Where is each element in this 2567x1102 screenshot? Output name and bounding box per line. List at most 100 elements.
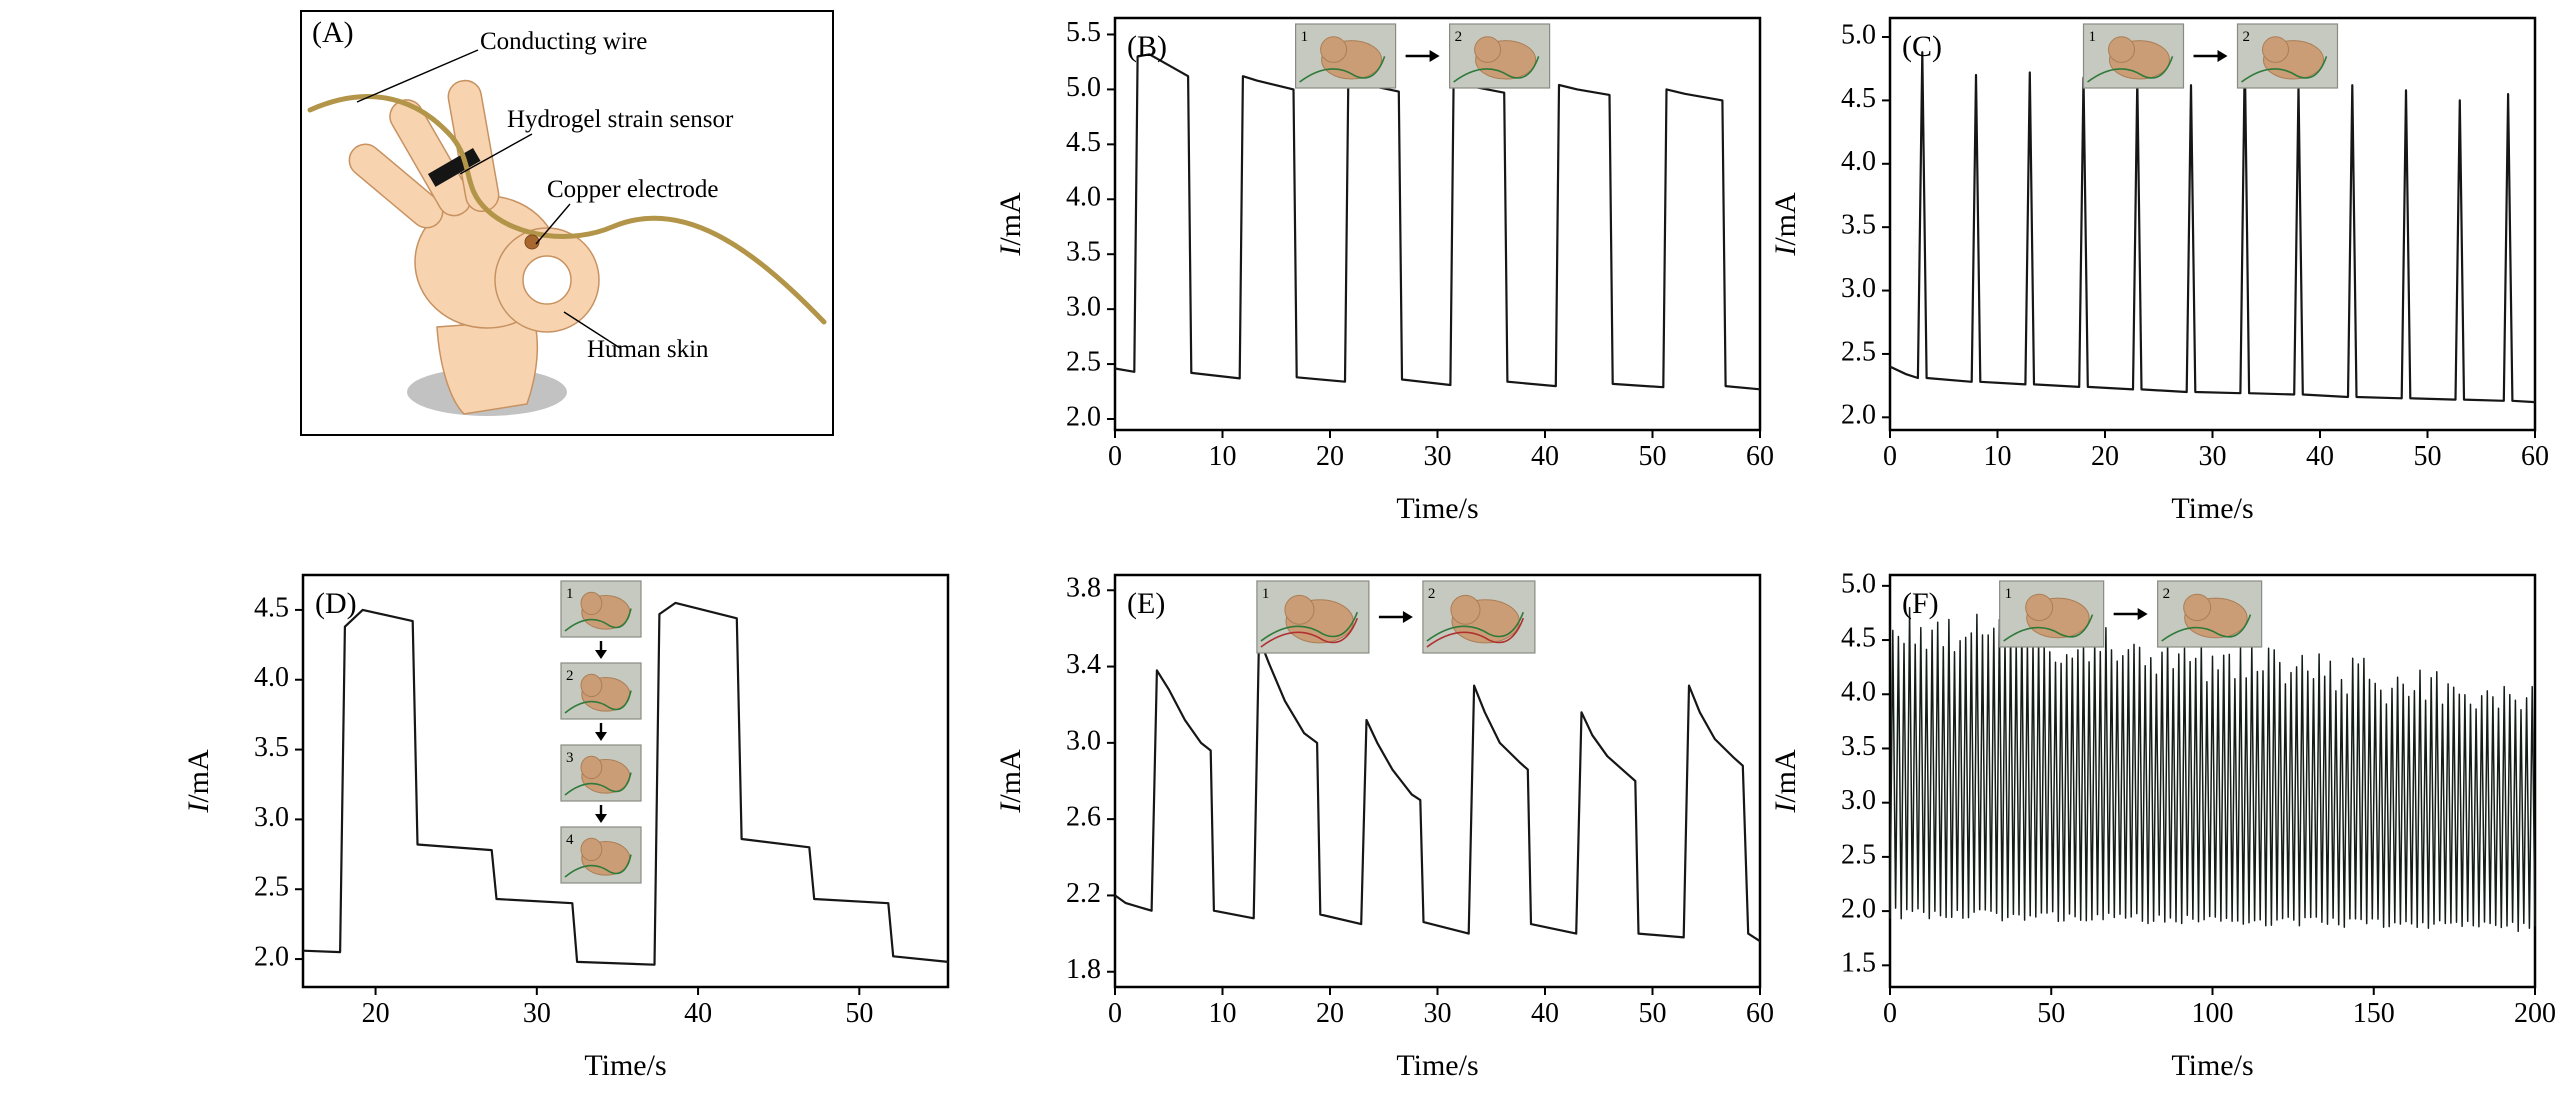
hand-schematic-illustration: [307, 49, 827, 416]
annotation-human-skin: Human skin: [587, 336, 709, 363]
panel-label: (F): [1902, 587, 1939, 620]
photo-wire-shape: [1260, 617, 1359, 648]
leader-copper-electrode: [535, 203, 571, 245]
annotation-hydrogel-sensor: Hydrogel strain sensor: [507, 106, 734, 133]
plot-frame: [301, 573, 950, 989]
y-tick-label: 2.5: [1841, 839, 1876, 870]
y-tick-label: 4.0: [1841, 677, 1876, 708]
arrow-down-head: [595, 814, 607, 823]
y-tick-label: 1.8: [1066, 954, 1101, 985]
y-tick-label: 2.2: [1066, 878, 1101, 909]
y-tick-label: 5.0: [1841, 568, 1876, 599]
x-tick-label: 60: [2521, 441, 2549, 472]
inset-photo-sequence: 1 2 3 4: [560, 580, 642, 884]
y-tick-label: 3.5: [254, 732, 289, 763]
x-tick-label: 50: [1639, 998, 1667, 1029]
x-tick-label: 50: [845, 998, 873, 1029]
x-tick-label: 60: [1746, 441, 1774, 472]
photo-wire-shape: [564, 690, 632, 714]
ok-ring-outline: [494, 227, 600, 333]
panel-label: (C): [1902, 30, 1942, 63]
x-tick-label: 50: [2037, 998, 2065, 1029]
photo-finger-shape: [1474, 36, 1502, 63]
x-tick-label: 0: [1883, 441, 1897, 472]
inset-photo-number: 2: [1455, 29, 1463, 45]
inset-photo-number: 4: [566, 832, 574, 848]
x-tick-label: 0: [1108, 998, 1122, 1029]
photo-wire-shape: [1426, 617, 1525, 648]
x-axis-label: Time/s: [1396, 492, 1478, 525]
y-tick-label: 3.0: [1066, 292, 1101, 323]
y-tick-label: 3.5: [1841, 210, 1876, 241]
x-tick-label: 0: [1108, 441, 1122, 472]
y-tick-label: 3.8: [1066, 573, 1101, 604]
axes: 0 10 20 30 40 50 60 1.8 2.2 2.6 3.0 3.4 3.8: [1066, 573, 1774, 1030]
panel-a-label: (A): [312, 16, 354, 49]
conducting-wire-shape: [307, 94, 827, 325]
y-tick-label: 2.5: [254, 872, 289, 903]
y-tick-label: 5.0: [1066, 72, 1101, 103]
y-tick-label: 3.0: [1066, 725, 1101, 756]
x-tick-label: 20: [2091, 441, 2119, 472]
photo-finger-shape: [2183, 593, 2212, 622]
photo-wire-shape: [2241, 56, 2328, 83]
axes: 0 10 20 30 40 50 60 2.0 2.5 3.0 3.5 4.0 4.5 5.0 5.5: [1066, 17, 1774, 472]
photo-finger-shape: [580, 755, 603, 780]
y-tick-label: 4.5: [1841, 622, 1876, 653]
x-tick-label: 50: [2414, 441, 2442, 472]
y-tick-label: 2.0: [254, 941, 289, 972]
photo-wire-shape: [1426, 611, 1525, 642]
inset-photo-number: 2: [2243, 29, 2251, 45]
arrow-right-head: [2137, 608, 2148, 620]
x-tick-label: 20: [1316, 441, 1344, 472]
y-tick-label: 3.5: [1841, 731, 1876, 762]
chart-b-finger-bending-response: 0 10 20 30 40 50 60 2.0 2.5 3.0 3.5 4.0 4.5 5.0 5.5 Tim…: [994, 16, 1774, 525]
inset-photo-number: 1: [1301, 29, 1309, 45]
y-tick-label: 2.5: [1066, 347, 1101, 378]
y-tick-label: 4.5: [1066, 127, 1101, 158]
inset-photo-number: 1: [566, 586, 574, 602]
photo-finger-shape: [2262, 36, 2289, 63]
copper-electrode-dot: [524, 234, 540, 250]
forearm-shape: [436, 319, 539, 415]
x-tick-label: 150: [2353, 998, 2395, 1029]
ok-ring-hole: [522, 255, 572, 305]
y-tick-label: 3.0: [254, 802, 289, 833]
y-tick-label: 3.0: [1841, 785, 1876, 816]
axes: 0 10 20 30 40 50 60 2.0 2.5 3.0 3.5 4.0 4.5 5.0: [1841, 19, 2549, 472]
x-tick-label: 40: [684, 998, 712, 1029]
photo-wire-shape: [2161, 614, 2252, 642]
photo-wire-shape: [2003, 614, 2094, 642]
y-tick-label: 3.5: [1066, 237, 1101, 268]
photo-finger-shape: [580, 591, 603, 616]
photo-wire-shape: [1453, 56, 1540, 83]
inset-photo-number: 3: [566, 750, 574, 766]
arrow-right-head: [1429, 50, 1440, 62]
x-axis-label: Time/s: [2171, 492, 2253, 525]
y-tick-label: 2.6: [1066, 802, 1101, 833]
y-tick-label: 4.5: [1841, 83, 1876, 114]
photo-finger-shape: [1284, 594, 1315, 625]
axes: 20 30 40 50 2.0 2.5 3.0 3.5 4.0 4.5: [254, 592, 873, 1029]
inset-photo-number: 2: [566, 668, 574, 684]
x-tick-label: 100: [2192, 998, 2234, 1029]
photo-finger-shape: [2025, 593, 2054, 622]
hydrogel-sensor-band: [427, 147, 481, 187]
inset-photo-number: 2: [2163, 586, 2171, 602]
photo-wire-shape: [2087, 56, 2174, 83]
arrow-right-head: [2217, 50, 2228, 62]
x-tick-label: 200: [2514, 998, 2556, 1029]
y-tick-label: 1.5: [1841, 948, 1876, 979]
photo-wire-shape: [1260, 611, 1359, 642]
finger-shape: [348, 143, 444, 229]
chart-e-wrist-motion-response: 0 10 20 30 40 50 60 1.8 2.2 2.6 3.0 3.4 3.8 Time/s I/m…: [994, 573, 1774, 1082]
inset-photo-number: 1: [2005, 586, 2013, 602]
y-tick-label: 3.0: [1841, 273, 1876, 304]
photo-finger-shape: [1450, 594, 1481, 625]
y-axis-label: I/mA: [182, 749, 215, 814]
inset-photo-number: 2: [1428, 586, 1436, 602]
